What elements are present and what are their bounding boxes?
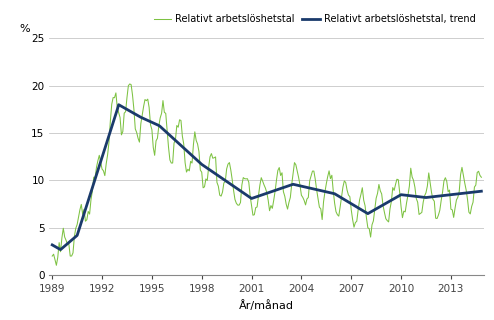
Line: Relativt arbetslöshetstal: Relativt arbetslöshetstal bbox=[52, 84, 481, 265]
Relativt arbetslöshetstal, trend bbox=[49, 243, 55, 247]
Relativt arbetslöshetstal bbox=[53, 263, 59, 267]
Relativt arbetslöshetstal, trend bbox=[58, 248, 64, 252]
Relativt arbetslöshetstal, trend bbox=[478, 189, 484, 193]
Relativt arbetslöshetstal, trend bbox=[116, 103, 122, 107]
Relativt arbetslöshetstal bbox=[127, 82, 133, 86]
X-axis label: År/månad: År/månad bbox=[239, 300, 294, 311]
Legend: Relativt arbetslöshetstal, Relativt arbetslöshetstal, trend: Relativt arbetslöshetstal, Relativt arbe… bbox=[150, 10, 479, 28]
Relativt arbetslöshetstal bbox=[235, 203, 241, 207]
Relativt arbetslöshetstal, trend bbox=[235, 187, 241, 191]
Relativt arbetslöshetstal bbox=[362, 204, 368, 208]
Relativt arbetslöshetstal bbox=[163, 111, 168, 115]
Relativt arbetslöshetstal bbox=[240, 176, 246, 180]
Relativt arbetslöshetstal, trend bbox=[388, 198, 394, 202]
Text: %: % bbox=[19, 24, 30, 34]
Relativt arbetslöshetstal, trend bbox=[102, 147, 108, 150]
Relativt arbetslöshetstal, trend bbox=[163, 130, 168, 133]
Relativt arbetslöshetstal, trend bbox=[362, 210, 368, 214]
Relativt arbetslöshetstal bbox=[388, 200, 394, 204]
Line: Relativt arbetslöshetstal, trend: Relativt arbetslöshetstal, trend bbox=[52, 105, 481, 250]
Relativt arbetslöshetstal bbox=[102, 174, 108, 178]
Relativt arbetslöshetstal bbox=[478, 175, 484, 179]
Relativt arbetslöshetstal, trend bbox=[240, 191, 246, 195]
Relativt arbetslöshetstal bbox=[49, 254, 55, 258]
